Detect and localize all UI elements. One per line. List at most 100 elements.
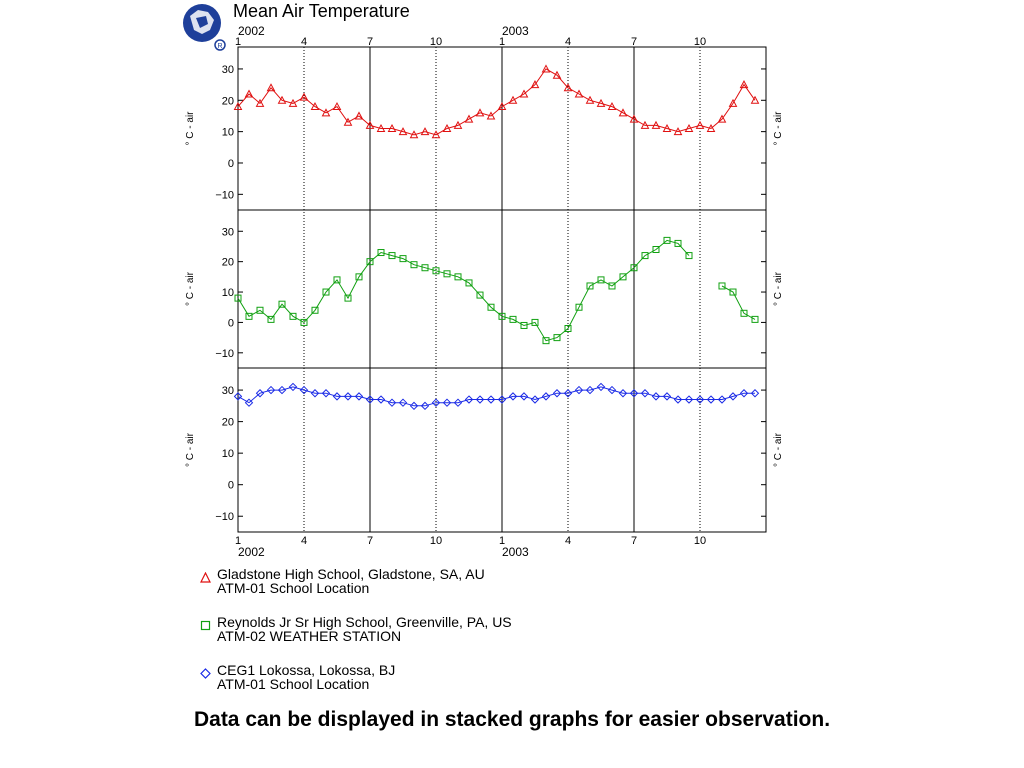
data-point	[266, 385, 276, 395]
y-axis-label-left: ° C - air	[185, 432, 196, 467]
data-point	[255, 389, 265, 398]
data-point	[354, 392, 364, 401]
data-point	[267, 315, 275, 323]
data-point	[464, 114, 474, 123]
data-point	[233, 102, 243, 111]
data-point	[729, 288, 737, 296]
x-tick-label-bottom: 10	[430, 535, 442, 547]
data-point	[739, 80, 749, 89]
data-point	[684, 395, 694, 404]
data-point	[376, 123, 386, 132]
data-point	[508, 95, 518, 104]
data-point	[706, 123, 716, 132]
data-point	[299, 385, 309, 395]
data-point	[652, 246, 660, 253]
data-point	[245, 312, 253, 320]
data-point	[586, 282, 594, 290]
data-point	[695, 395, 705, 404]
data-point	[553, 334, 561, 342]
data-point	[574, 89, 584, 98]
y-tick-label: 30	[222, 385, 234, 397]
data-point	[421, 264, 429, 272]
data-point	[751, 315, 759, 323]
data-point	[684, 123, 694, 132]
data-point	[663, 236, 671, 244]
x-tick-label-top: 1	[499, 36, 505, 48]
data-point	[728, 98, 738, 107]
data-point	[706, 395, 716, 404]
data-point	[343, 117, 353, 126]
data-point	[454, 273, 462, 281]
data-point	[465, 279, 473, 287]
data-point	[409, 130, 419, 139]
y-axis-label-right: ° C - air	[773, 271, 784, 306]
data-point	[673, 395, 683, 404]
data-point	[651, 120, 661, 129]
y-tick-label: −10	[215, 511, 234, 523]
data-point	[409, 401, 419, 411]
data-point	[552, 389, 562, 398]
data-point	[695, 120, 705, 129]
x-tick-label-bottom: 4	[565, 535, 571, 547]
data-point	[629, 114, 639, 123]
data-point	[728, 392, 738, 401]
data-point	[717, 395, 727, 404]
stacked-temperature-chart: 1 1 4 4 7 7 10 10 1 1 4 4 7 7 10 10 2002 2003 2002 2003 30 20…	[185, 24, 784, 559]
data-point	[453, 120, 463, 129]
data-point	[332, 392, 342, 401]
y-tick-label: 20	[222, 257, 234, 269]
x-tick-label-top: 10	[430, 36, 442, 48]
data-point	[630, 264, 638, 272]
y-tick-label: 0	[228, 480, 234, 492]
y-tick-label: 0	[228, 317, 234, 329]
data-point	[332, 102, 342, 111]
data-point	[718, 282, 726, 290]
x-tick-label-bottom: 7	[631, 535, 637, 547]
data-point	[607, 385, 617, 395]
data-point	[608, 282, 616, 290]
data-point	[564, 325, 572, 332]
y-axis-label-right: ° C - air	[773, 432, 784, 467]
series-line	[237, 239, 756, 342]
data-point	[509, 315, 517, 323]
data-point	[487, 303, 495, 311]
data-point	[233, 392, 243, 401]
data-point	[310, 102, 320, 111]
data-point	[497, 395, 507, 404]
y-tick-label: 30	[222, 226, 234, 238]
data-point	[596, 98, 606, 107]
data-point	[585, 95, 595, 104]
data-point	[530, 80, 540, 89]
x-tick-label-top: 1	[235, 36, 241, 48]
data-point	[674, 239, 682, 247]
data-point	[575, 303, 583, 311]
data-point	[596, 382, 606, 392]
data-point	[542, 337, 550, 345]
data-point	[355, 273, 363, 281]
data-point	[365, 120, 375, 129]
data-point	[442, 398, 452, 407]
x-tick-label-bottom: 1	[499, 535, 505, 547]
legend-square-icon	[200, 620, 211, 631]
data-point	[541, 392, 551, 401]
data-point	[443, 270, 451, 278]
data-point	[431, 398, 441, 407]
data-point	[432, 267, 440, 275]
data-point	[640, 120, 650, 129]
y-axis-label-right: ° C - air	[773, 111, 784, 146]
data-point	[377, 249, 385, 257]
data-point	[387, 123, 397, 132]
data-point	[640, 389, 650, 398]
data-point	[244, 89, 254, 98]
legend-sublabel: ATM-01 School Location	[217, 580, 370, 596]
data-point	[431, 130, 441, 139]
data-point	[486, 111, 496, 120]
data-point	[739, 389, 749, 398]
legend-diamond-icon	[200, 668, 211, 679]
data-point	[366, 258, 374, 266]
data-point	[717, 114, 727, 123]
data-point	[475, 108, 485, 117]
year-label-top: 2003	[502, 24, 529, 38]
data-point	[388, 252, 396, 260]
y-tick-label: 10	[222, 448, 234, 460]
